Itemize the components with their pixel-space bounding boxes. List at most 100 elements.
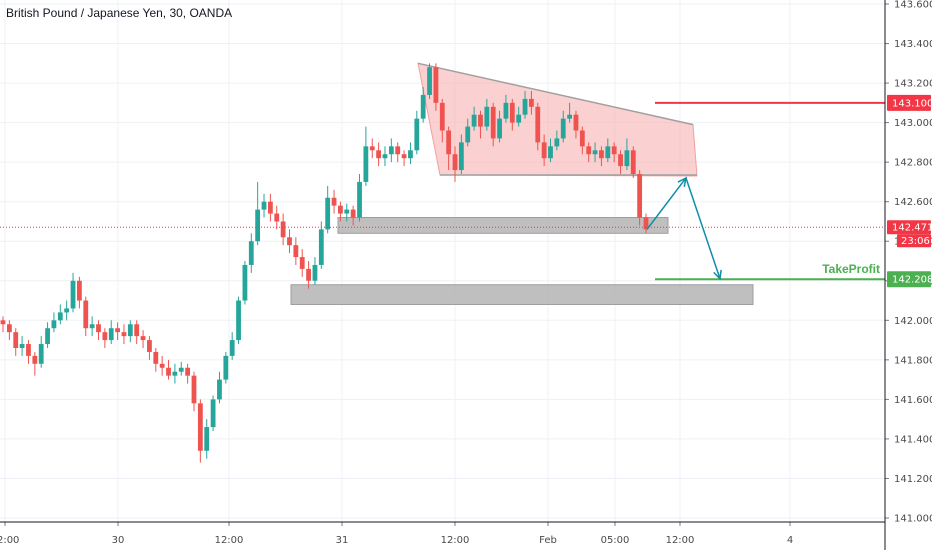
x-tick-label: 05:00 bbox=[601, 535, 630, 546]
takeprofit-label: TakeProfit bbox=[822, 262, 880, 276]
arrow-down-head bbox=[713, 269, 722, 281]
y-tick-label: 142.000 bbox=[894, 316, 932, 327]
candle-body bbox=[134, 324, 140, 337]
candle-body bbox=[223, 355, 229, 380]
candle-body bbox=[299, 257, 305, 269]
candle-body bbox=[541, 142, 547, 159]
candle-body bbox=[427, 67, 432, 95]
candle-body bbox=[166, 367, 171, 376]
candle-body bbox=[76, 280, 82, 301]
candle-body bbox=[217, 379, 222, 400]
candle-body bbox=[51, 320, 57, 329]
candle-body bbox=[344, 209, 350, 214]
candle-body bbox=[560, 118, 566, 139]
candle-body bbox=[26, 344, 31, 356]
candle-body bbox=[395, 146, 401, 155]
candle-body bbox=[401, 154, 407, 159]
candle-body bbox=[159, 363, 165, 368]
x-tick-label: 12:00 bbox=[215, 535, 244, 546]
candle-body bbox=[637, 174, 643, 218]
candle-body bbox=[618, 154, 623, 167]
y-tick-label: 143.000 bbox=[894, 118, 932, 129]
candle-body bbox=[388, 146, 394, 155]
countdown-text: 23:06 bbox=[901, 236, 930, 247]
candle-body bbox=[89, 324, 95, 329]
y-tick-label: 143.400 bbox=[894, 39, 932, 50]
candle-body bbox=[465, 126, 471, 143]
candle-body bbox=[408, 150, 413, 159]
support-zone bbox=[337, 217, 669, 234]
candle-body bbox=[236, 300, 241, 341]
candle-body bbox=[567, 114, 573, 119]
candle-body bbox=[529, 98, 534, 107]
x-tick-label: 12:00 bbox=[666, 535, 695, 546]
y-tick-label: 143.200 bbox=[894, 79, 932, 90]
candle-body bbox=[478, 114, 483, 127]
candle-body bbox=[331, 197, 337, 206]
candle-body bbox=[306, 268, 311, 281]
candle-body bbox=[516, 114, 522, 123]
candle-body bbox=[6, 324, 12, 333]
candle-body bbox=[446, 130, 452, 155]
candle-body bbox=[210, 399, 216, 428]
support-zone bbox=[290, 284, 754, 305]
candle-body bbox=[127, 324, 133, 337]
candle-body bbox=[605, 146, 611, 159]
candle-body bbox=[490, 106, 496, 139]
candle-body bbox=[64, 308, 70, 313]
candle-body bbox=[153, 351, 159, 364]
candle-body bbox=[363, 146, 369, 182]
resistance-price-tag-text: 143.100 bbox=[892, 98, 932, 109]
candle-body bbox=[509, 102, 515, 123]
x-tick-label: 12:00 bbox=[0, 535, 19, 546]
candle-body bbox=[458, 142, 464, 171]
candle-body bbox=[287, 237, 292, 246]
y-tick-label: 141.000 bbox=[894, 514, 932, 525]
arrow-down-line bbox=[685, 177, 721, 280]
candle-body bbox=[38, 344, 44, 364]
candle-body bbox=[643, 217, 649, 230]
candle-body bbox=[13, 332, 19, 348]
x-tick-label: Feb bbox=[539, 535, 557, 546]
candle-body bbox=[147, 340, 152, 352]
takeprofit-price-tag bbox=[887, 271, 931, 288]
chart-title: British Pound / Japanese Yen, 30, OANDA bbox=[6, 6, 233, 20]
level-lines: TakeProfit bbox=[0, 101, 885, 281]
candle-body bbox=[522, 98, 528, 115]
candle-body bbox=[70, 280, 76, 309]
current-price-tag-text: 142.471 bbox=[892, 223, 932, 234]
candle-body bbox=[369, 146, 375, 151]
triangle-upper-line bbox=[417, 62, 694, 126]
candle-body bbox=[274, 213, 280, 222]
y-tick-label: 142.800 bbox=[894, 158, 932, 169]
arrow-up-line bbox=[646, 177, 687, 230]
candle-body bbox=[471, 114, 477, 127]
candle-body bbox=[140, 336, 146, 341]
candle-body bbox=[172, 371, 178, 376]
candle-body bbox=[325, 197, 331, 230]
candle-body bbox=[280, 221, 286, 238]
candle-body bbox=[573, 114, 579, 131]
candle-body bbox=[548, 146, 553, 159]
candle-body bbox=[261, 201, 267, 210]
y-tick-label: 142.600 bbox=[894, 197, 932, 208]
candle-body bbox=[579, 130, 585, 147]
candle-body bbox=[267, 201, 273, 214]
candle-body bbox=[452, 154, 458, 171]
x-tick-label: 4 bbox=[787, 535, 793, 546]
x-tick-label: 30 bbox=[112, 535, 125, 546]
y-tick-label: 141.800 bbox=[894, 355, 932, 366]
candle-body bbox=[83, 300, 89, 329]
candle-body bbox=[242, 264, 248, 301]
candle-body bbox=[0, 320, 6, 325]
candle-body bbox=[611, 146, 617, 155]
candle-body bbox=[185, 367, 191, 376]
candle-body bbox=[624, 150, 630, 167]
y-tick-label: 141.400 bbox=[894, 434, 932, 445]
candle-body bbox=[57, 312, 63, 321]
grid-lines bbox=[0, 0, 885, 522]
candle-body bbox=[592, 150, 598, 155]
countdown-tag bbox=[897, 234, 931, 248]
candle-body bbox=[503, 102, 509, 119]
